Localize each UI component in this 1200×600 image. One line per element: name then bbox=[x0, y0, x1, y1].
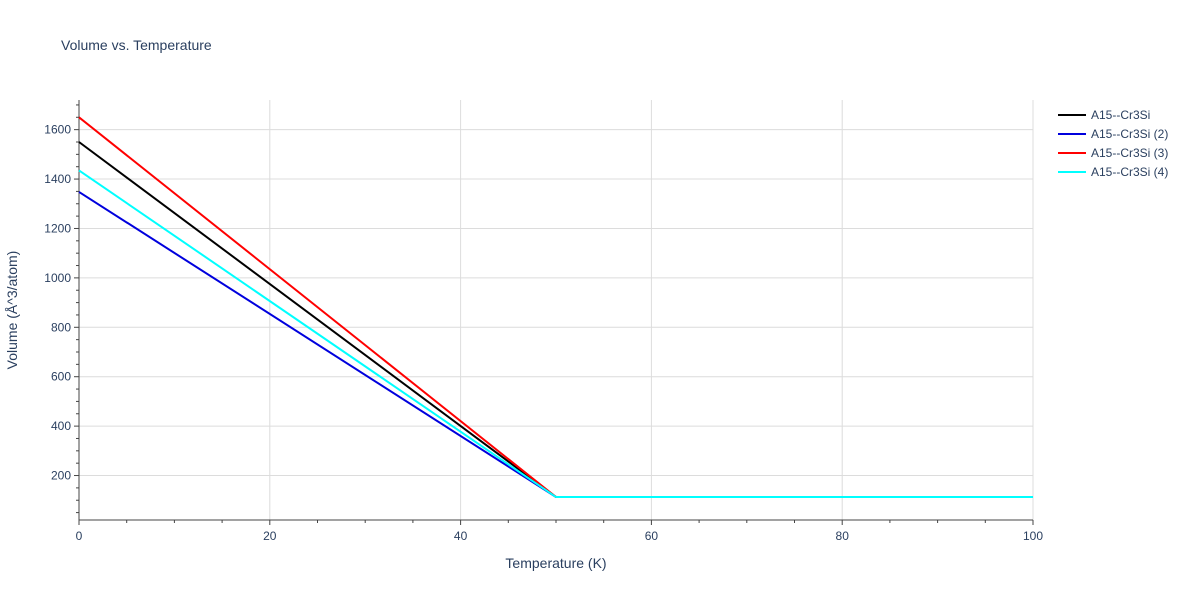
y-tick-label: 1600 bbox=[44, 123, 71, 137]
y-axis-title: Volume (Å^3/atom) bbox=[4, 251, 20, 370]
y-tick-label: 400 bbox=[51, 419, 71, 433]
y-tick-label: 1400 bbox=[44, 172, 71, 186]
x-tick-label: 60 bbox=[645, 529, 659, 543]
x-tick-label: 40 bbox=[454, 529, 468, 543]
axis-layer: 0 20 40 60 80 100 200 400 600 800 1000 1200 1400 1600 bbox=[44, 100, 1043, 543]
legend-label: A15--Cr3Si (4) bbox=[1091, 165, 1168, 179]
series-line bbox=[78, 141, 1033, 499]
legend-label: A15--Cr3Si bbox=[1091, 108, 1150, 122]
series-layer bbox=[78, 116, 1033, 499]
y-tick-label: 1200 bbox=[44, 221, 71, 235]
x-tick-label: 100 bbox=[1023, 529, 1043, 543]
chart-title: Volume vs. Temperature bbox=[61, 37, 212, 53]
y-tick-label: 800 bbox=[51, 320, 71, 334]
y-tick-label: 1000 bbox=[44, 271, 71, 285]
legend-label: A15--Cr3Si (2) bbox=[1091, 127, 1168, 141]
legend: A15--Cr3Si A15--Cr3Si (2) A15--Cr3Si (3) A1… bbox=[1058, 108, 1168, 179]
series-line bbox=[78, 116, 1033, 499]
series-line bbox=[78, 191, 1033, 499]
x-axis-title: Temperature (K) bbox=[505, 555, 606, 571]
legend-label: A15--Cr3Si (3) bbox=[1091, 146, 1168, 160]
x-tick-label: 0 bbox=[76, 529, 83, 543]
grid-layer bbox=[79, 100, 1034, 520]
y-tick-label: 200 bbox=[51, 469, 71, 483]
y-tick-label: 600 bbox=[51, 370, 71, 384]
x-tick-label: 80 bbox=[836, 529, 850, 543]
x-tick-label: 20 bbox=[263, 529, 277, 543]
series-line bbox=[78, 169, 1033, 499]
